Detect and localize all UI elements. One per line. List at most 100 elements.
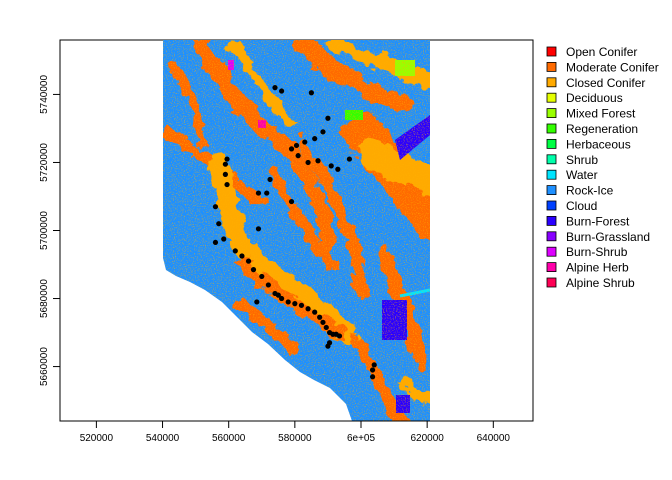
legend-label: Rock-Ice — [566, 184, 614, 198]
sample-point — [212, 239, 219, 246]
legend-label: Alpine Herb — [566, 261, 629, 275]
legend-swatch — [546, 277, 557, 288]
sample-point — [288, 146, 295, 152]
legend-label: Herbaceous — [566, 137, 631, 151]
legend-swatch — [546, 185, 557, 196]
legend-label: Burn-Forest — [566, 214, 630, 228]
sample-point — [312, 136, 318, 142]
sample-point — [267, 176, 273, 183]
legend-swatch — [546, 154, 557, 165]
sample-point — [224, 181, 230, 188]
sample-point — [317, 314, 323, 320]
legend-swatch — [546, 46, 557, 57]
sample-point — [221, 236, 227, 242]
legend-label: Burn-Shrub — [566, 245, 628, 259]
sample-point — [224, 156, 230, 162]
legend-swatch — [546, 123, 557, 134]
legend-swatch — [546, 215, 557, 226]
sample-point — [295, 153, 301, 159]
legend-swatch — [546, 262, 557, 273]
sample-point — [285, 299, 291, 305]
sample-point — [239, 253, 245, 259]
legend-swatch — [546, 169, 557, 180]
sample-point — [250, 267, 257, 273]
sample-point — [288, 198, 295, 205]
legend-label: Closed Conifer — [566, 76, 645, 90]
legend-swatch — [546, 108, 557, 118]
sample-point — [335, 166, 341, 172]
y-tick-label: 5680000 — [39, 279, 50, 318]
sample-point — [222, 161, 228, 167]
sample-point — [369, 374, 376, 380]
x-tick-label: 6e+05 — [347, 433, 376, 444]
sample-point — [216, 221, 222, 227]
sample-point — [254, 299, 260, 305]
sample-point — [320, 319, 326, 325]
sample-point — [259, 273, 265, 280]
legend-label: Alpine Shrub — [566, 276, 635, 290]
sample-point — [264, 190, 270, 196]
sample-point — [369, 367, 376, 373]
x-tick-label: 520000 — [80, 433, 114, 444]
sample-point — [232, 248, 238, 254]
x-axis: 520000 540000 560000 580000 6e+05 620000 64000… — [60, 420, 533, 444]
legend-swatch — [546, 138, 557, 149]
sample-points — [212, 85, 377, 380]
y-tick-label: 5740000 — [39, 75, 50, 114]
sample-point — [320, 129, 326, 135]
sample-point — [302, 139, 308, 145]
sample-point — [293, 142, 300, 149]
legend-label: Mixed Forest — [566, 107, 636, 121]
sample-point — [279, 88, 285, 94]
x-tick-label: 560000 — [212, 433, 246, 444]
sample-point — [292, 301, 298, 307]
sample-point — [312, 309, 318, 315]
sample-point — [255, 190, 262, 196]
y-tick-label: 5720000 — [39, 143, 50, 182]
sample-point — [265, 282, 271, 288]
x-tick-label: 580000 — [278, 433, 312, 444]
legend-label: Moderate Conifer — [566, 60, 659, 74]
sample-point — [325, 115, 331, 121]
sample-point — [328, 163, 334, 169]
legend-swatch — [546, 92, 557, 103]
sample-point — [298, 302, 305, 308]
legend-swatch — [546, 246, 557, 257]
legend-label: Deciduous — [566, 91, 623, 105]
speckle-overlay — [163, 40, 430, 421]
sample-point — [336, 333, 343, 339]
x-tick-label: 620000 — [410, 433, 444, 444]
y-axis: 5660000 5680000 5700000 5720000 5740000 — [39, 40, 61, 421]
sample-point — [212, 204, 219, 210]
sample-point — [325, 343, 331, 349]
y-tick-label: 5660000 — [39, 347, 50, 386]
legend-swatch — [546, 231, 557, 242]
legend-swatch — [546, 200, 557, 211]
x-tick-label: 640000 — [477, 433, 511, 444]
legend-label: Burn-Grassland — [566, 230, 650, 244]
sample-point — [315, 158, 321, 164]
sample-point — [371, 362, 377, 368]
legend-swatch — [546, 77, 557, 88]
legend-label: Regeneration — [566, 122, 638, 136]
legend-swatch — [546, 62, 557, 72]
sample-point — [305, 159, 311, 166]
sample-point — [245, 258, 252, 264]
sample-point — [275, 292, 281, 298]
sample-point — [272, 85, 278, 91]
sample-point — [279, 295, 285, 302]
legend-label: Shrub — [566, 153, 598, 167]
sample-point — [305, 306, 311, 312]
sample-point — [323, 324, 329, 331]
sample-point — [308, 90, 314, 96]
sample-point — [255, 226, 262, 232]
legend-label: Water — [566, 168, 598, 182]
sample-point — [222, 171, 228, 177]
x-tick-label: 540000 — [146, 433, 180, 444]
sample-point — [346, 156, 353, 162]
landcover-raster — [163, 40, 430, 421]
legend-label: Cloud — [566, 199, 597, 213]
legend-label: Open Conifer — [566, 45, 637, 59]
